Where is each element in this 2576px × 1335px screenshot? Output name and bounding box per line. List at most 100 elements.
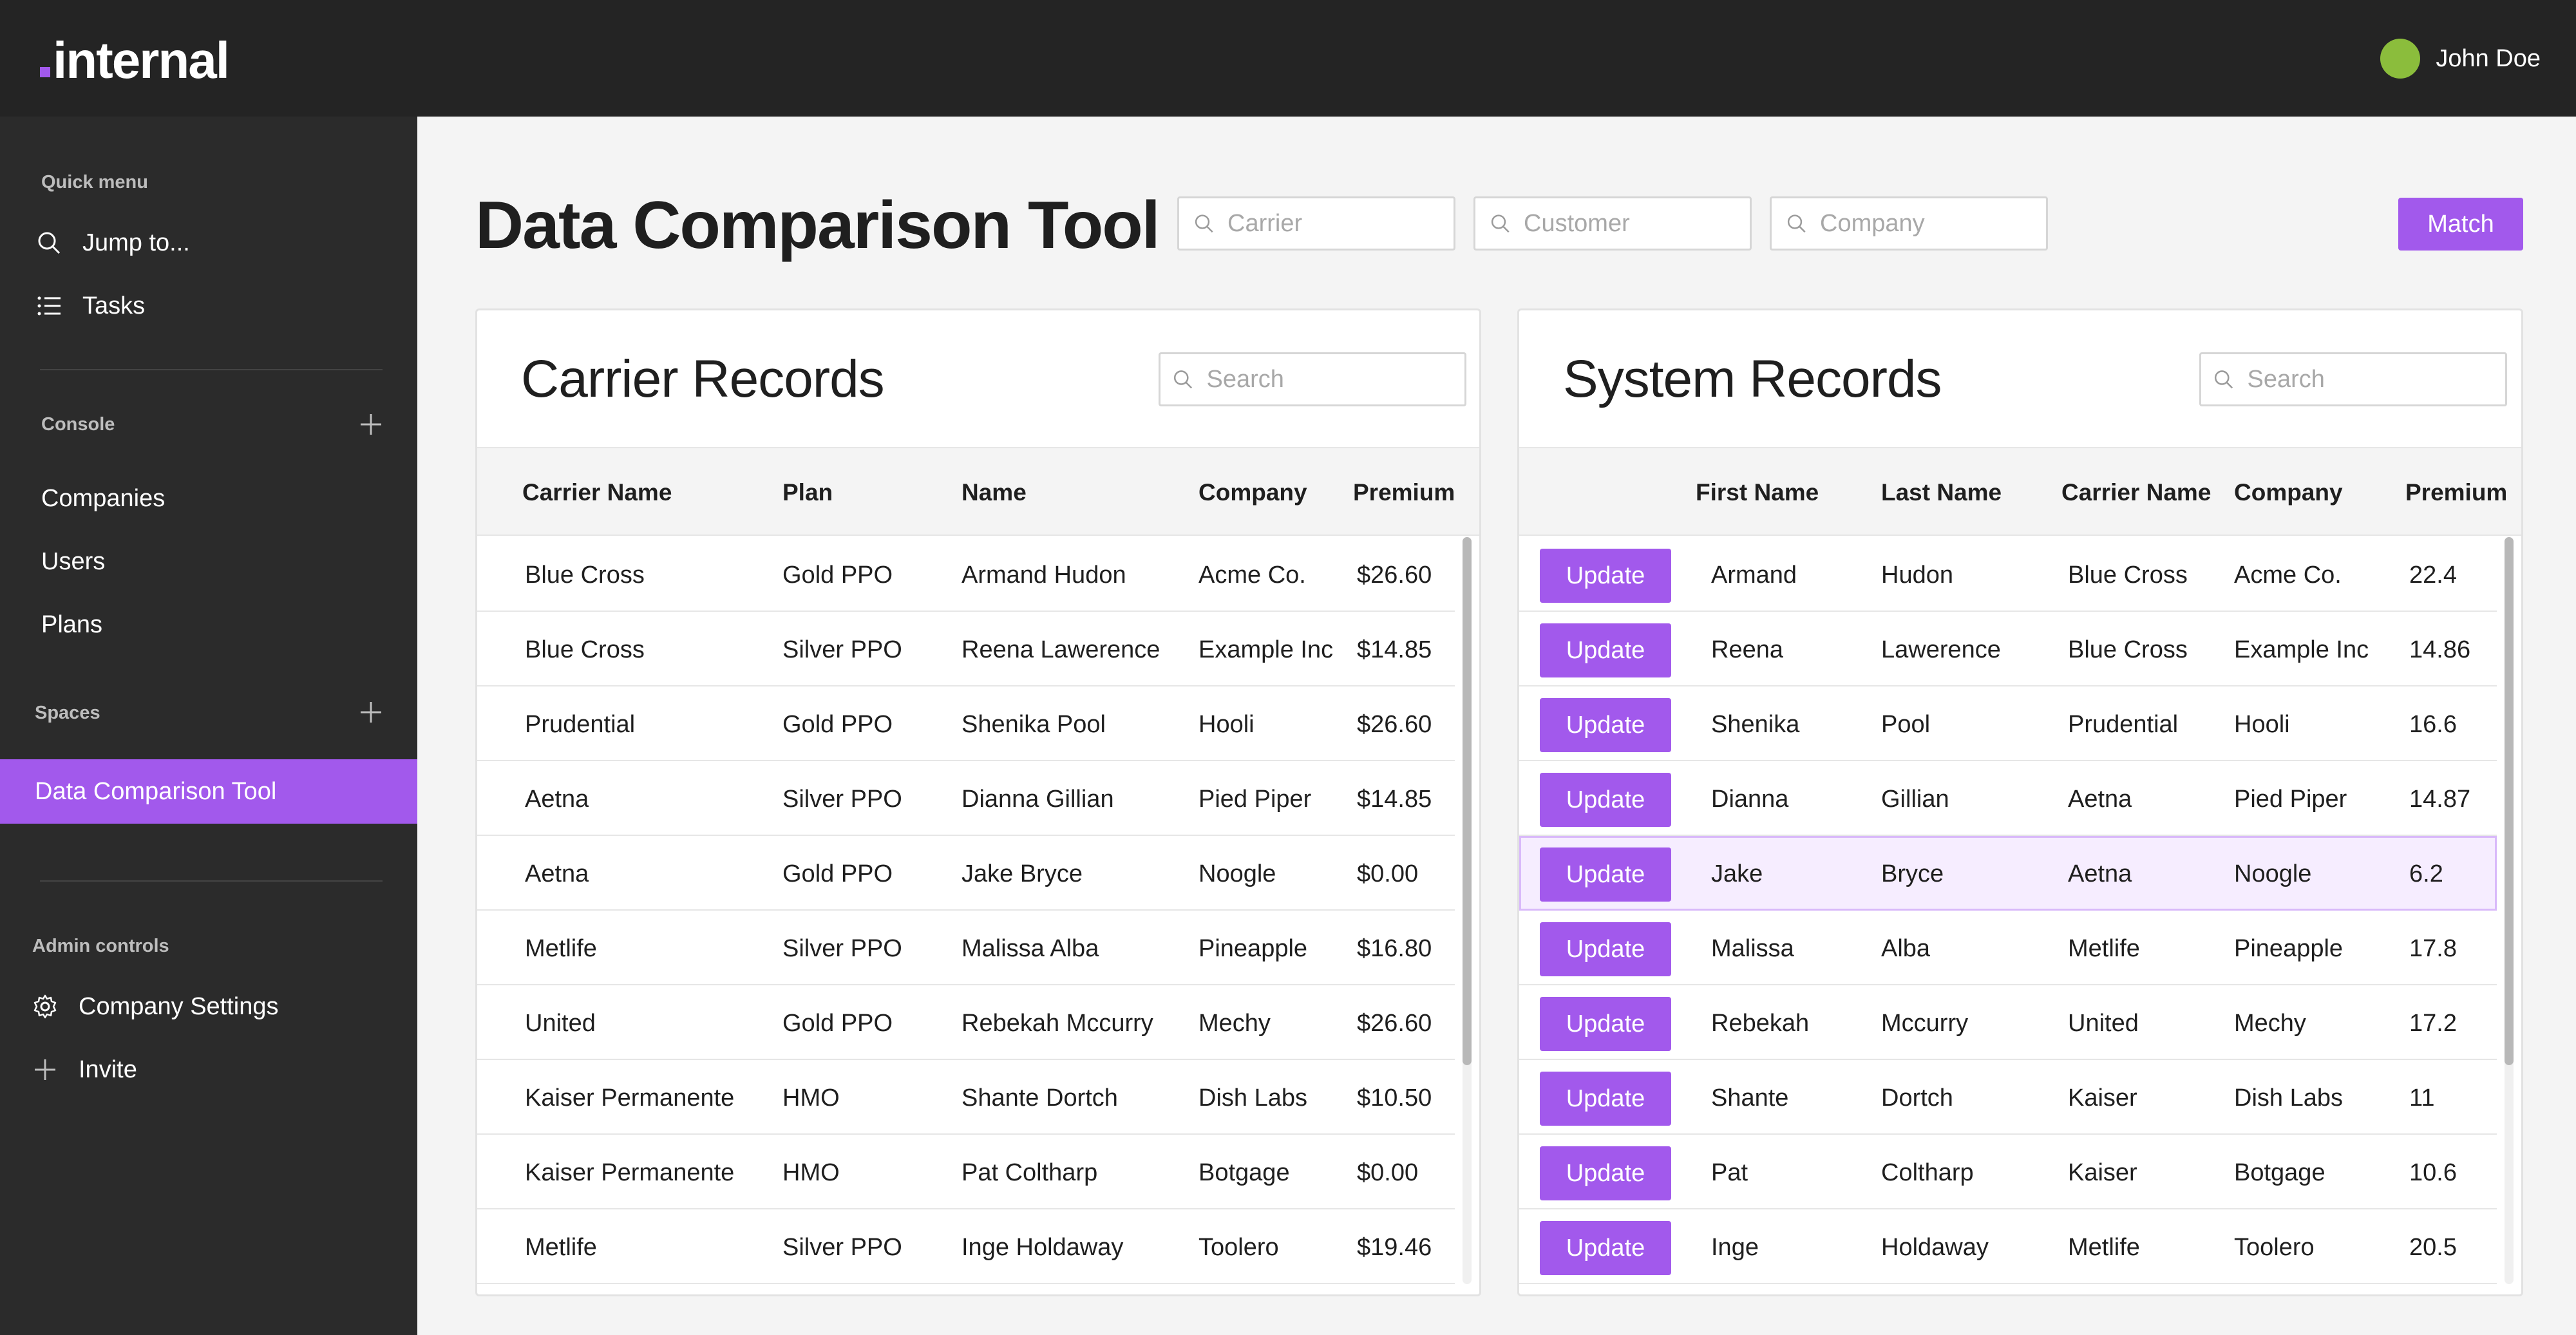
update-button[interactable]: Update — [1540, 623, 1671, 677]
table-row[interactable]: Update Inge Holdaway Metlife Toolero 20.5 — [1519, 1209, 2497, 1284]
list-icon — [35, 292, 63, 320]
customer-filter-input[interactable] — [1524, 209, 1750, 238]
column-header[interactable]: Plan — [782, 479, 833, 506]
spaces-label: Spaces — [35, 703, 100, 723]
sidebar-divider — [40, 880, 383, 882]
carrier-search[interactable] — [1159, 352, 1466, 406]
update-button[interactable]: Update — [1540, 847, 1671, 902]
column-header[interactable]: First Name — [1696, 479, 1819, 506]
table-cell: Dortch — [1881, 1084, 1953, 1112]
table-cell: 10.6 — [2409, 1159, 2457, 1186]
table-row[interactable]: Prudential Gold PPO Shenika Pool Hooli $26.6… — [477, 686, 1455, 761]
carrier-scrollbar[interactable] — [1463, 537, 1472, 1284]
sidebar-item-invite[interactable]: Invite — [31, 1056, 137, 1084]
table-cell: Pat — [1711, 1159, 1748, 1186]
table-cell: Hudon — [1881, 562, 1953, 589]
table-row[interactable]: Update Dianna Gillian Aetna Pied Piper 14.87 — [1519, 761, 2497, 836]
table-cell: Gold PPO — [782, 860, 893, 887]
table-row[interactable]: Update Armand Hudon Blue Cross Acme Co. 22.4 — [1519, 537, 2497, 612]
column-header[interactable]: Name — [961, 479, 1027, 506]
company-filter-input[interactable] — [1820, 209, 2046, 238]
quick-menu-label: Quick menu — [41, 172, 148, 193]
update-button[interactable]: Update — [1540, 773, 1671, 827]
table-cell: Toolero — [1198, 1234, 1279, 1261]
table-cell: Prudential — [2068, 711, 2179, 738]
table-cell: Metlife — [525, 935, 597, 962]
add-console-icon[interactable] — [359, 413, 383, 436]
table-cell: $26.60 — [1357, 562, 1432, 589]
table-row[interactable]: Update Jake Bryce Aetna Noogle 6.2 — [1519, 836, 2497, 911]
table-row[interactable]: Update Rebekah Mccurry United Mechy 17.2 — [1519, 985, 2497, 1060]
table-row[interactable]: Update Shante Dortch Kaiser Dish Labs 11 — [1519, 1060, 2497, 1135]
table-cell: Gillian — [1881, 786, 1949, 813]
add-space-icon[interactable] — [359, 701, 383, 724]
table-cell: Reena — [1711, 636, 1783, 663]
table-cell: Lawerence — [1881, 636, 2001, 663]
table-row[interactable]: Kaiser Permanente HMO Pat Coltharp Botgage $… — [477, 1135, 1455, 1209]
table-row[interactable]: Aetna Silver PPO Dianna Gillian Pied Piper $… — [477, 761, 1455, 836]
update-button[interactable]: Update — [1540, 1146, 1671, 1200]
update-button[interactable]: Update — [1540, 1072, 1671, 1126]
table-row[interactable]: Update Shenika Pool Prudential Hooli 16.6 — [1519, 686, 2497, 761]
carrier-filter-input[interactable] — [1227, 209, 1454, 238]
column-header[interactable]: Company — [1198, 479, 1307, 506]
table-row[interactable]: Blue Cross Gold PPO Armand Hudon Acme Co. $2… — [477, 537, 1455, 612]
table-cell: Coltharp — [1881, 1159, 1974, 1186]
update-button[interactable]: Update — [1540, 1221, 1671, 1275]
table-row[interactable]: Update Malissa Alba Metlife Pineapple 17.8 — [1519, 911, 2497, 985]
table-cell: Blue Cross — [2068, 562, 2188, 589]
table-row[interactable]: Metlife Silver PPO Inge Holdaway Toolero $19… — [477, 1209, 1455, 1284]
column-header[interactable]: Premium — [1353, 479, 1455, 506]
update-button[interactable]: Update — [1540, 549, 1671, 603]
table-row[interactable]: Kaiser Permanente HMO Shante Dortch Dish La… — [477, 1060, 1455, 1135]
sidebar-item-jump-to[interactable]: Jump to... — [35, 229, 190, 257]
update-button[interactable]: Update — [1540, 922, 1671, 976]
customer-filter[interactable] — [1473, 196, 1752, 251]
sidebar-item-label: Invite — [79, 1056, 137, 1083]
table-row[interactable]: Update Reena Lawerence Blue Cross Example In… — [1519, 612, 2497, 686]
sidebar-divider — [40, 369, 383, 370]
logo[interactable]: internal — [40, 28, 230, 86]
carrier-search-input[interactable] — [1206, 365, 1464, 393]
console-label: Console — [41, 414, 115, 435]
user-menu[interactable]: John Doe — [2380, 39, 2541, 79]
table-cell: 14.86 — [2409, 636, 2471, 663]
table-row[interactable]: Blue Cross Silver PPO Reena Lawerence Examp… — [477, 612, 1455, 686]
column-header[interactable]: Carrier Name — [522, 479, 672, 506]
column-header[interactable]: Last Name — [1881, 479, 2002, 506]
sidebar-item-company-settings[interactable]: Company Settings — [31, 992, 279, 1021]
update-button[interactable]: Update — [1540, 997, 1671, 1051]
table-row[interactable]: United Gold PPO Rebekah Mccurry Mechy $26.60 — [477, 985, 1455, 1060]
column-header[interactable]: Company — [2234, 479, 2343, 506]
table-row[interactable]: Update Pat Coltharp Kaiser Botgage 10.6 — [1519, 1135, 2497, 1209]
system-scrollbar-thumb[interactable] — [2505, 537, 2514, 1065]
carrier-scrollbar-thumb[interactable] — [1463, 537, 1472, 1065]
table-cell: Reena Lawerence — [961, 636, 1160, 663]
user-name[interactable]: John Doe — [2436, 44, 2541, 72]
sidebar-item-users[interactable]: Users — [41, 548, 105, 576]
sidebar-item-tasks[interactable]: Tasks — [35, 292, 145, 320]
update-button[interactable]: Update — [1540, 698, 1671, 752]
sidebar-item-companies[interactable]: Companies — [41, 485, 165, 513]
table-cell: Mechy — [1198, 1010, 1271, 1037]
table-cell: Silver PPO — [782, 636, 902, 663]
sidebar-item-data-comparison-tool[interactable]: Data Comparison Tool — [0, 759, 417, 824]
table-cell: $0.00 — [1357, 860, 1419, 887]
table-cell: Pineapple — [2234, 935, 2344, 962]
system-search-input[interactable] — [2247, 365, 2505, 393]
company-filter[interactable] — [1770, 196, 2048, 251]
table-cell: Malissa — [1711, 935, 1794, 962]
gear-icon — [31, 992, 59, 1021]
system-scrollbar[interactable] — [2505, 537, 2514, 1284]
carrier-filter[interactable] — [1177, 196, 1455, 251]
table-row[interactable]: Aetna Gold PPO Jake Bryce Noogle $0.00 — [477, 836, 1455, 911]
column-header[interactable]: Carrier Name — [2061, 479, 2211, 506]
avatar[interactable] — [2380, 39, 2421, 79]
table-row[interactable]: Metlife Silver PPO Malissa Alba Pineapple $1… — [477, 911, 1455, 985]
sidebar-item-plans[interactable]: Plans — [41, 611, 102, 639]
column-header[interactable]: Premium — [2405, 479, 2508, 506]
system-search[interactable] — [2199, 352, 2507, 406]
table-cell: Example Inc — [2234, 636, 2369, 663]
table-cell: Alba — [1881, 935, 1931, 962]
match-button[interactable]: Match — [2398, 198, 2523, 251]
